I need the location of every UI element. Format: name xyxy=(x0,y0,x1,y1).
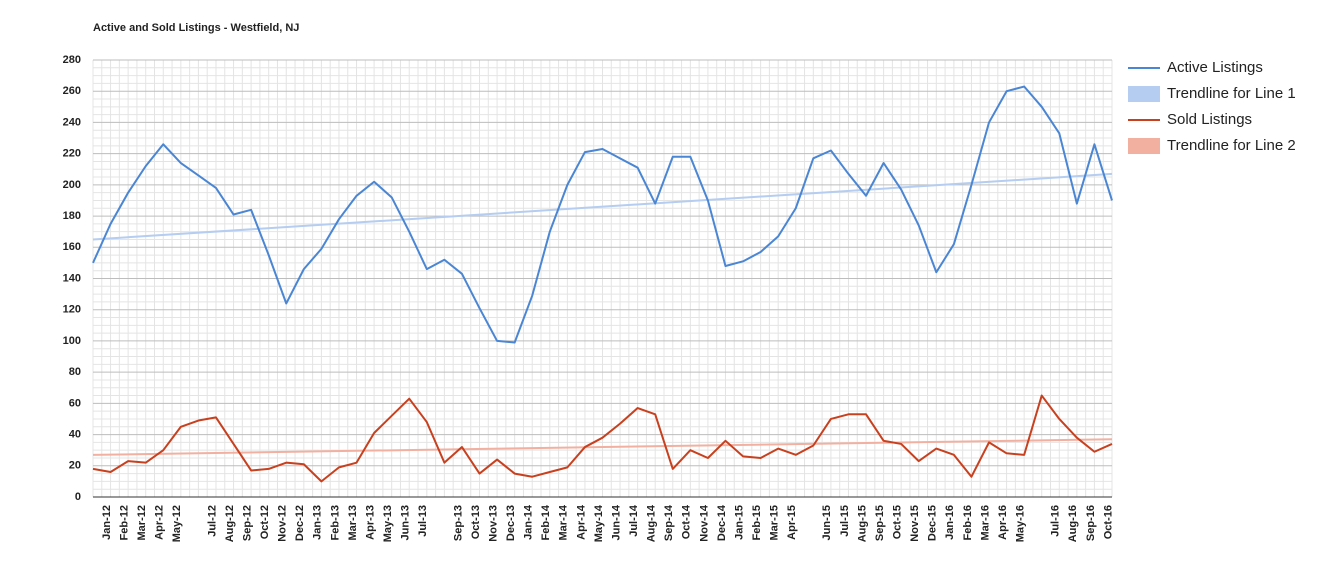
x-tick-label: Jul-13 xyxy=(417,505,429,537)
y-tick-label: 120 xyxy=(63,304,81,316)
x-tick-label: Sep-16 xyxy=(1085,505,1097,541)
x-tick-label: Nov-14 xyxy=(698,504,710,542)
x-tick-label: Oct-12 xyxy=(259,505,271,539)
x-tick-label: Jan-15 xyxy=(733,505,745,540)
x-tick-label: Mar-15 xyxy=(769,505,781,540)
x-tick-label: Feb-14 xyxy=(540,504,552,540)
y-tick-label: 200 xyxy=(63,179,81,191)
x-tick-label: Sep-15 xyxy=(874,505,886,541)
x-tick-label: Apr-12 xyxy=(154,505,166,540)
x-tick-label: Dec-13 xyxy=(505,505,517,541)
x-tick-label: May-16 xyxy=(1014,505,1026,542)
x-tick-label: Mar-13 xyxy=(347,505,359,540)
y-tick-label: 260 xyxy=(63,85,81,97)
x-tick-label: Nov-15 xyxy=(909,505,921,542)
x-tick-label: Sep-13 xyxy=(452,505,464,541)
y-tick-label: 100 xyxy=(63,335,81,347)
x-tick-label: Feb-12 xyxy=(118,505,130,540)
x-tick-label: Mar-16 xyxy=(979,505,991,540)
y-tick-label: 0 xyxy=(75,491,81,503)
y-tick-label: 180 xyxy=(63,210,81,222)
x-tick-label: Apr-16 xyxy=(997,505,1009,540)
x-tick-label: Dec-15 xyxy=(927,505,939,541)
x-tick-label: Jan-14 xyxy=(523,504,535,540)
x-tick-label: Jan-12 xyxy=(101,505,113,540)
legend-label: Trendline for Line 2 xyxy=(1167,137,1296,154)
x-tick-label: Sep-12 xyxy=(241,505,253,541)
x-tick-label: Jul-14 xyxy=(628,504,640,537)
x-tick-label: May-13 xyxy=(382,505,394,542)
trendline xyxy=(92,172,1113,241)
legend-label: Sold Listings xyxy=(1167,111,1252,128)
y-tick-label: 40 xyxy=(69,428,81,440)
y-tick-label: 20 xyxy=(69,460,81,472)
x-tick-label: Nov-12 xyxy=(277,505,289,542)
x-tick-label: May-12 xyxy=(171,505,183,542)
x-tick-label: Apr-15 xyxy=(786,505,798,540)
x-tick-label: Dec-14 xyxy=(716,504,728,541)
x-tick-label: Jan-16 xyxy=(944,505,956,540)
x-tick-label: Oct-14 xyxy=(681,504,693,539)
x-tick-label: May-14 xyxy=(593,504,605,542)
x-tick-label: Jun-15 xyxy=(821,505,833,540)
x-tick-label: Oct-16 xyxy=(1102,505,1114,539)
legend-swatch xyxy=(1128,138,1160,154)
x-tick-label: Dec-12 xyxy=(294,505,306,541)
trendline xyxy=(92,438,1113,456)
x-tick-label: Aug-16 xyxy=(1067,505,1079,542)
x-tick-label: Jun-13 xyxy=(400,505,412,540)
x-tick-label: Oct-15 xyxy=(892,505,904,539)
series-line xyxy=(92,394,1113,483)
chart-title: Active and Sold Listings - Westfield, NJ xyxy=(93,22,299,34)
x-tick-label: Mar-14 xyxy=(558,504,570,540)
x-tick-label: Jul-15 xyxy=(839,505,851,537)
legend-label: Active Listings xyxy=(1167,59,1263,76)
x-tick-label: Mar-12 xyxy=(136,505,148,540)
series-line xyxy=(92,85,1113,344)
x-tick-label: Feb-15 xyxy=(751,505,763,540)
x-tick-label: Oct-13 xyxy=(470,505,482,539)
x-tick-label: Nov-13 xyxy=(487,505,499,542)
x-tick-label: Apr-13 xyxy=(364,505,376,540)
x-tick-label: Jul-12 xyxy=(206,505,218,537)
x-tick-label: Feb-13 xyxy=(329,505,341,540)
x-tick-label: Sep-14 xyxy=(663,504,675,541)
y-tick-label: 160 xyxy=(63,241,81,253)
x-tick-label: Aug-14 xyxy=(646,504,658,542)
x-tick-label: Apr-14 xyxy=(575,504,587,540)
x-tick-label: Jul-16 xyxy=(1050,505,1062,537)
x-tick-label: Aug-15 xyxy=(856,505,868,542)
y-tick-label: 280 xyxy=(63,54,81,66)
x-tick-label: Jun-14 xyxy=(610,504,622,540)
legend-swatch xyxy=(1128,86,1160,102)
y-tick-label: 220 xyxy=(63,148,81,160)
y-tick-label: 240 xyxy=(63,116,81,128)
y-tick-label: 60 xyxy=(69,397,81,409)
y-tick-label: 140 xyxy=(63,272,81,284)
x-tick-label: Feb-16 xyxy=(962,505,974,540)
y-tick-label: 80 xyxy=(69,366,81,378)
legend-label: Trendline for Line 1 xyxy=(1167,85,1296,102)
x-tick-label: Jan-13 xyxy=(312,505,324,540)
x-tick-label: Aug-12 xyxy=(224,505,236,542)
